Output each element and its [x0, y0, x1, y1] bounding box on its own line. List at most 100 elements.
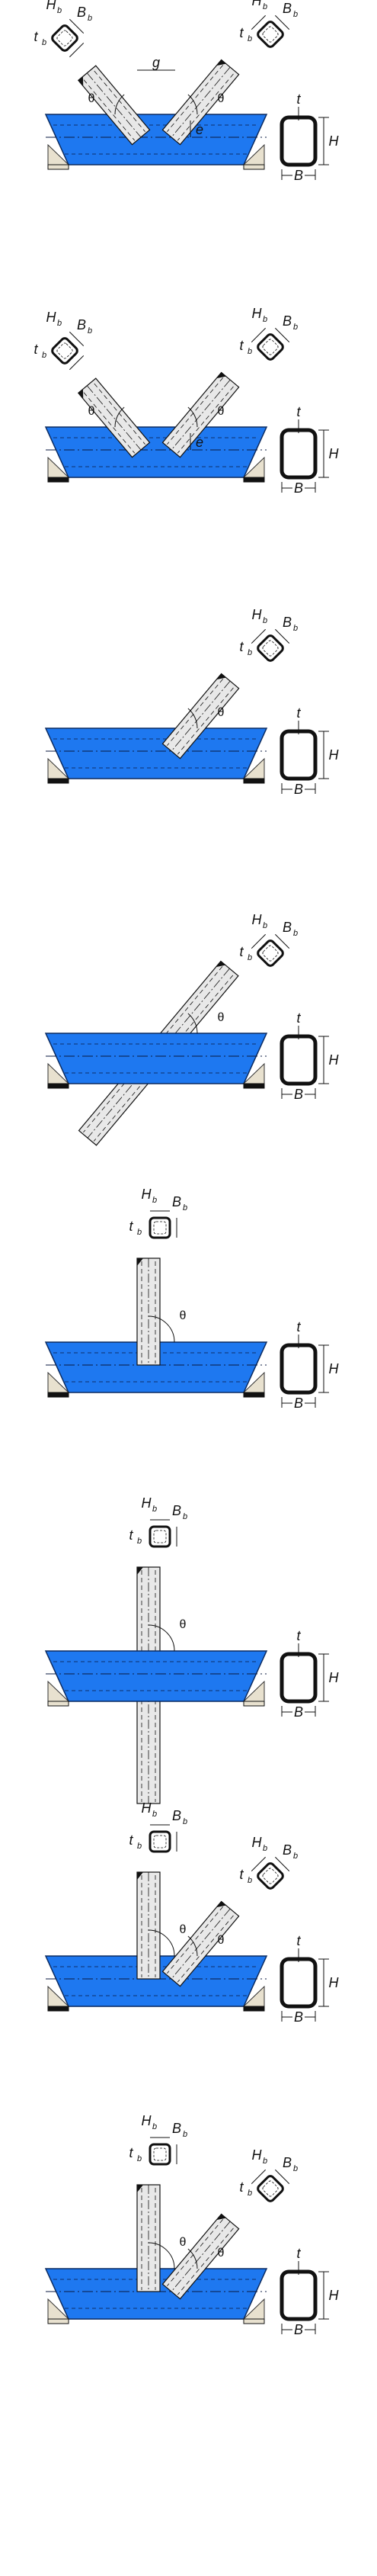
theta-arc	[114, 406, 125, 428]
right-diagonal-brace	[161, 2213, 240, 2300]
chord-section-tube	[280, 2269, 318, 2321]
branch-section-0-dim	[69, 331, 85, 346]
branch-bb-label-subscript: b	[88, 14, 92, 23]
dim-h-label: H	[329, 133, 340, 149]
branch-section-0-dim	[69, 355, 85, 371]
branch-section-0-tube	[149, 1525, 171, 1548]
left-diagonal-brace-inner	[83, 79, 136, 141]
branch-section-1-inner	[262, 339, 279, 355]
theta-arc	[187, 406, 198, 428]
theta-arc	[187, 1013, 198, 1034]
chord-section-tube	[280, 1343, 318, 1395]
left-diagonal-brace-axis	[86, 385, 142, 451]
theta-label: θ	[180, 2236, 187, 2249]
branch-tb-label-letter: t	[34, 342, 38, 357]
support-base	[243, 1083, 265, 1089]
branch-section-0-inner	[153, 1530, 167, 1543]
branch-tb-label-subscript: b	[248, 347, 252, 356]
right-diagonal-brace-axis	[171, 680, 231, 752]
branch-section-1-dim	[251, 327, 266, 342]
support-base	[243, 778, 265, 784]
left-diagonal-brace	[77, 65, 151, 146]
theta-label: θ	[88, 405, 95, 418]
branch-section-0-inner	[262, 1868, 279, 1884]
branch-tb-label-letter: t	[239, 338, 244, 353]
branch-section-0-tube	[51, 337, 78, 365]
branch-tb-label-letter: t	[239, 944, 244, 959]
branch-bb-label-subscript: b	[183, 1817, 187, 1826]
branch-section-0-tube	[51, 24, 78, 52]
gap-label: g	[152, 55, 160, 70]
branch-section-0-tube	[257, 2175, 284, 2202]
right-diagonal-brace-inner	[177, 1915, 234, 1983]
dim-h-label: H	[329, 1975, 340, 1990]
branch-hb-label-subscript: b	[152, 2122, 157, 2131]
branch-hb-label-subscript: b	[263, 921, 267, 930]
left-diagonal-brace-inner	[94, 383, 145, 445]
branch-section-0-inner	[153, 1221, 167, 1235]
branch-hb-label-letter: H	[142, 2113, 152, 2128]
branch-section-0-dim	[251, 1856, 266, 1871]
branch-hb-label-subscript: b	[263, 1844, 267, 1853]
dim-h-label: H	[329, 446, 340, 461]
right-diagonal-brace-inner	[177, 386, 234, 454]
branch-hb-label-subscript: b	[152, 1810, 157, 1819]
branch-hb-label-letter: H	[252, 2147, 263, 2163]
theta-arc	[148, 1315, 175, 1343]
branch-bb-label-subscript: b	[293, 1852, 298, 1861]
chord-section-tube	[280, 1957, 318, 2009]
theta-arc	[148, 2242, 175, 2269]
branch-section-1-inner	[153, 1835, 167, 1848]
branch-hb-label-letter: H	[252, 0, 263, 8]
chord-section-tube	[280, 115, 318, 167]
theta-arc	[187, 2248, 198, 2269]
branch-section-0-dim	[275, 933, 290, 949]
right-diagonal-brace-inner	[167, 679, 223, 746]
chord-body	[44, 114, 268, 165]
branch-section-0-tube	[257, 634, 284, 662]
branch-bb-label-subscript: b	[293, 10, 298, 19]
dim-b-mask	[292, 2323, 305, 2335]
branch-hb-label-subscript: b	[263, 315, 267, 324]
branch-hb-label-letter: H	[142, 1495, 152, 1511]
chord-body	[44, 426, 268, 478]
support-base	[47, 2318, 69, 2324]
dim-t-label: t	[296, 1628, 301, 1643]
branch-section-0-dim	[251, 628, 266, 644]
branch-hb-label-letter: H	[252, 1835, 263, 1850]
branch-bb-label-letter: B	[77, 317, 86, 332]
branch-bb-label-subscript: b	[293, 2164, 298, 2173]
theta-label: θ	[218, 405, 225, 418]
right-diagonal-brace-inner	[167, 1906, 223, 1974]
theta-arc	[114, 94, 125, 115]
dim-h-label: H	[329, 2288, 340, 2303]
branch-section-0	[149, 1519, 177, 1548]
branch-section-0-tube	[257, 940, 284, 967]
theta-label: θ	[180, 1309, 187, 1322]
branch-tb-label-letter: t	[129, 1527, 133, 1543]
branch-section-0-dim	[251, 933, 266, 949]
support-base	[243, 2006, 265, 2012]
branch-hb-label-letter: H	[46, 0, 57, 12]
branch-tb-label-subscript: b	[248, 648, 252, 657]
branch-hb-label-subscript: b	[263, 2, 267, 11]
branch-tb-label-subscript: b	[137, 1842, 142, 1851]
dim-h-label: H	[329, 1361, 340, 1376]
branch-bb-label-letter: B	[172, 2121, 181, 2136]
right-diagonal-brace-inner	[177, 687, 234, 755]
branch-bb-label-letter: B	[77, 5, 86, 20]
branch-tb-label-letter: t	[239, 2179, 244, 2195]
branch-section-1-inner	[153, 2147, 167, 2161]
theta-arc	[187, 94, 198, 115]
